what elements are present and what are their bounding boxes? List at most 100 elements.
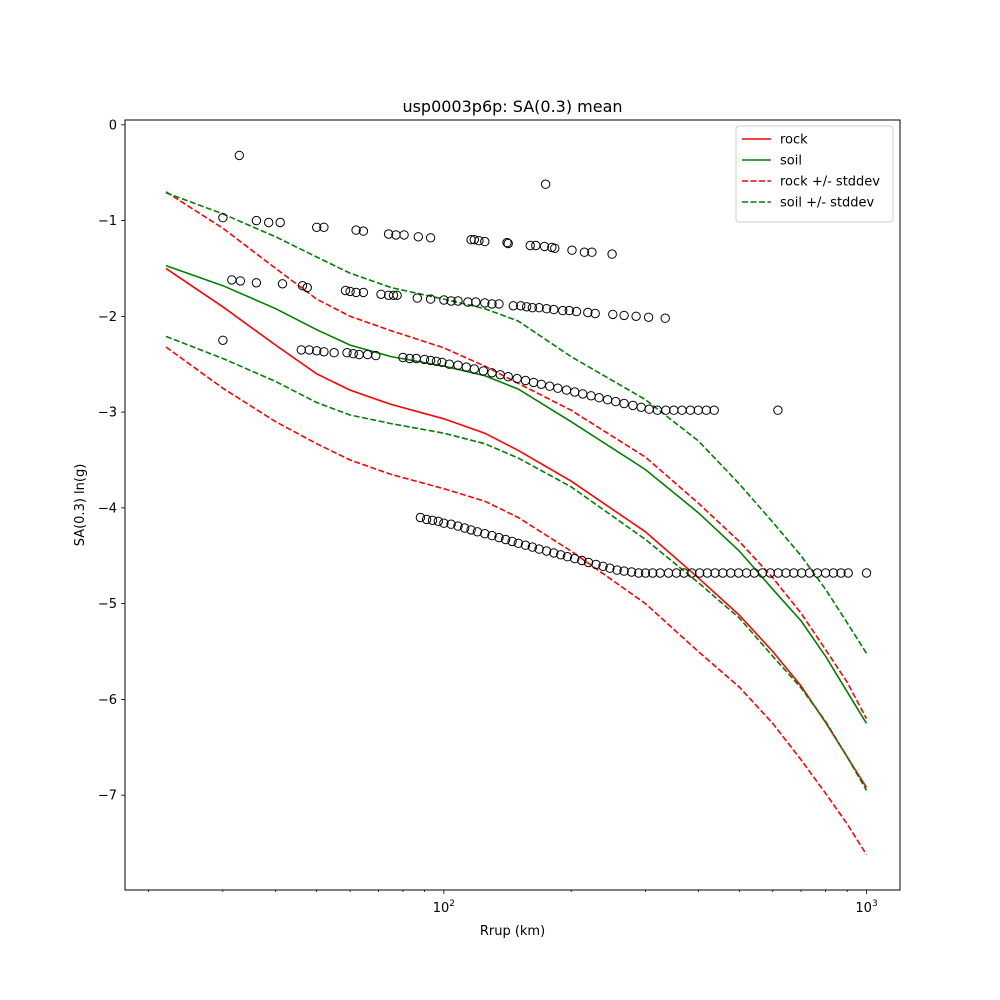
observation-point: [446, 519, 456, 529]
observation-point: [539, 241, 550, 252]
observation-point: [710, 568, 720, 578]
observation-point: [371, 350, 381, 361]
series-line-5: [165, 335, 868, 791]
observation-point: [319, 347, 329, 357]
observation-point: [383, 229, 394, 239]
observation-point: [437, 357, 447, 367]
observation-point: [500, 534, 511, 545]
observation-point: [218, 213, 228, 223]
observation-point: [594, 393, 604, 403]
observation-point: [571, 306, 582, 317]
observation-point: [567, 245, 577, 255]
observation-point: [487, 299, 497, 309]
observation-point: [235, 276, 246, 286]
observation-point: [631, 311, 641, 321]
series-line-3: [165, 346, 868, 856]
observation-point: [660, 313, 670, 323]
x-tick-label: 102: [433, 899, 455, 916]
observation-point: [836, 568, 846, 578]
observation-point: [828, 568, 839, 578]
observation-point: [234, 150, 245, 161]
observation-point: [587, 247, 597, 257]
observation-point: [398, 352, 408, 363]
observation-point: [351, 287, 361, 298]
observation-point: [513, 538, 523, 548]
chart-title: usp0003p6p: SA(0.3) mean: [402, 97, 622, 116]
observation-point: [773, 405, 783, 415]
legend-label: rock: [780, 133, 808, 148]
series-layer: [165, 191, 868, 856]
observation-point: [508, 301, 518, 311]
observation-point: [549, 548, 559, 558]
observation-point: [302, 282, 312, 293]
y-tick-label: 0: [109, 118, 117, 133]
y-tick-label: −4: [98, 501, 117, 516]
observation-point: [702, 568, 712, 578]
observation-point: [264, 217, 274, 228]
y-tick-label: −5: [98, 597, 117, 612]
observation-point: [861, 568, 872, 578]
observation-point: [558, 305, 568, 316]
series-line-0: [165, 267, 868, 788]
observation-point: [626, 567, 637, 577]
observation-point: [412, 293, 422, 303]
y-tick-label: −1: [98, 214, 117, 229]
observation-point: [619, 566, 629, 576]
observation-point: [251, 215, 262, 226]
observation-point: [522, 302, 532, 312]
observation-point: [342, 348, 352, 358]
observation-point: [251, 278, 262, 288]
y-tick-label: −3: [98, 406, 117, 421]
observation-point: [487, 530, 497, 541]
y-tick-label: −2: [98, 310, 117, 325]
observation-point: [358, 287, 369, 298]
observation-point: [648, 568, 658, 578]
observation-point: [820, 568, 831, 578]
observation-point: [516, 301, 526, 311]
observation-point: [640, 568, 651, 578]
observation-points: [218, 150, 872, 578]
observation-point: [297, 281, 308, 291]
y-tick-label: −6: [98, 693, 117, 708]
observation-point: [466, 525, 476, 535]
observation-point: [709, 405, 719, 415]
observation-point: [695, 568, 705, 578]
observation-point: [345, 286, 355, 297]
legend-label: soil: [780, 154, 802, 169]
observation-point: [399, 230, 409, 240]
observation-point: [520, 540, 531, 550]
legend-label: rock +/- stddev: [780, 175, 880, 190]
observation-point: [472, 527, 483, 537]
observation-point: [351, 225, 361, 235]
observation-point: [583, 307, 593, 318]
observation-point: [392, 290, 402, 300]
observation-point: [789, 568, 799, 578]
observation-point: [466, 235, 476, 245]
observation-point: [679, 568, 689, 578]
observation-point: [277, 279, 288, 289]
observation-point: [419, 354, 430, 365]
observation-point: [605, 563, 615, 573]
observation-point: [471, 297, 481, 307]
observation-point: [607, 249, 617, 259]
observation-point: [469, 235, 479, 245]
y-axis-label: SA(0.3) ln(g): [73, 464, 88, 547]
series-line-1: [165, 264, 868, 724]
observation-point: [329, 348, 339, 358]
observation-point: [534, 303, 544, 313]
observation-point: [348, 349, 358, 359]
observation-point: [556, 550, 566, 560]
observation-point: [480, 529, 490, 539]
observation-point: [564, 305, 574, 316]
observation-point: [218, 335, 228, 345]
observation-point: [619, 310, 629, 321]
observation-point: [553, 383, 563, 393]
observation-point: [503, 238, 513, 249]
observation-point: [608, 309, 618, 320]
observation-point: [469, 364, 479, 374]
x-axis-label: Rrup (km): [480, 924, 545, 939]
observation-point: [550, 243, 560, 254]
legend: rock soil rock +/- stddev soil +/- stddev: [735, 125, 894, 223]
observation-point: [726, 568, 736, 578]
